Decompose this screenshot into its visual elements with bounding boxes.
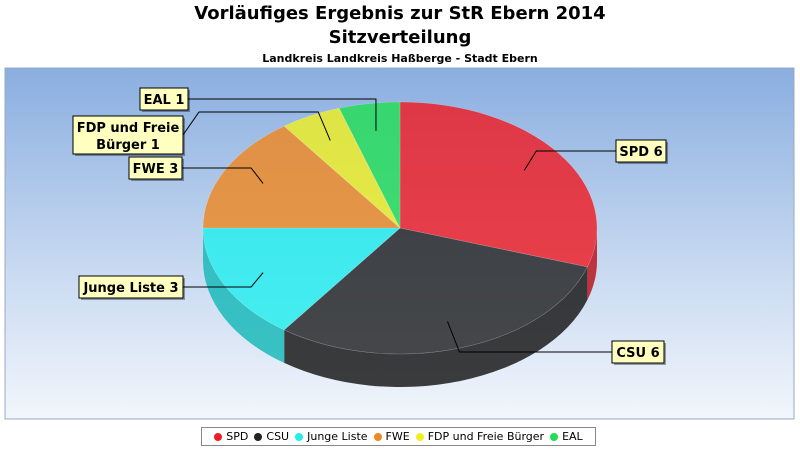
pie-slice-fwe[interactable] — [202, 125, 401, 229]
pie-slice-eal[interactable] — [338, 101, 401, 229]
legend-dot-icon — [214, 432, 223, 441]
callout-box-fwe — [128, 156, 183, 180]
pie-side-csu — [284, 266, 588, 388]
legend-dot-icon — [373, 432, 382, 441]
legend-item-fwe: FWE — [373, 430, 410, 443]
data-label-spd: SPD 6 — [619, 145, 662, 160]
data-label-eal: EAL 1 — [144, 93, 185, 108]
legend-item-fdp-und-freie-bürger: FDP und Freie Bürger — [415, 430, 545, 443]
data-label-csu: CSU 6 — [616, 346, 659, 361]
legend-label: FWE — [385, 430, 410, 443]
data-label-fdp-und-freie-bürger: FDP und Freie — [77, 121, 180, 136]
legend-item-eal: EAL — [550, 430, 583, 443]
callout-box-csu — [611, 340, 665, 364]
callout-line-fdp-und-freie-bürger — [182, 111, 331, 141]
legend-item-csu: CSU — [254, 430, 289, 443]
pie-slice-junge-liste[interactable] — [202, 227, 401, 331]
chart-subtitle: Landkreis Landkreis Haßberge - Stadt Ebe… — [262, 52, 538, 65]
chart-title-line-2: Sitzverteilung — [328, 27, 472, 48]
callout-box-junge-liste — [78, 275, 184, 299]
chart-title-line-1: Vorläufiges Ergebnis zur StR Ebern 2014 — [194, 3, 606, 24]
legend-dot-icon — [254, 432, 263, 441]
data-label-junge-liste: Junge Liste 3 — [82, 281, 178, 296]
legend-label: FDP und Freie Bürger — [427, 430, 545, 443]
callout-line-fwe — [182, 167, 264, 184]
legend-label: EAL — [562, 430, 583, 443]
pie-side-junge-liste — [203, 228, 285, 363]
chart-title: Vorläufiges Ergebnis zur StR Ebern 2014 … — [0, 2, 800, 50]
pie-slice-spd[interactable] — [399, 101, 598, 268]
data-label-fwe: FWE 3 — [133, 162, 179, 177]
legend-dot-icon — [295, 432, 304, 441]
callout-box-eal — [139, 87, 189, 111]
legend-label: CSU — [266, 430, 290, 443]
pie-slice-csu[interactable] — [283, 227, 588, 355]
legend-item-junge-liste: Junge Liste — [295, 430, 368, 443]
legend-item-spd: SPD — [214, 430, 248, 443]
pie-slice-fdp-und-freie-bürger[interactable] — [283, 107, 401, 229]
legend: SPD CSU Junge Liste FWE FDP und Freie Bürger… — [201, 427, 596, 446]
callout-line-spd — [523, 150, 616, 171]
data-label-fdp-und-freie-bürger: Bürger 1 — [96, 138, 160, 153]
callout-line-eal — [188, 98, 377, 131]
callout-box-spd — [615, 139, 667, 163]
callout-box-fdp-und-freie-bürger — [72, 115, 184, 155]
pie-side-spd — [587, 228, 597, 300]
legend-dot-icon — [415, 432, 424, 441]
legend-dot-icon — [550, 432, 559, 441]
callout-line-csu — [447, 321, 612, 353]
legend-label: Junge Liste — [307, 430, 368, 443]
callout-line-junge-liste — [183, 272, 264, 288]
legend-label: SPD — [226, 430, 249, 443]
